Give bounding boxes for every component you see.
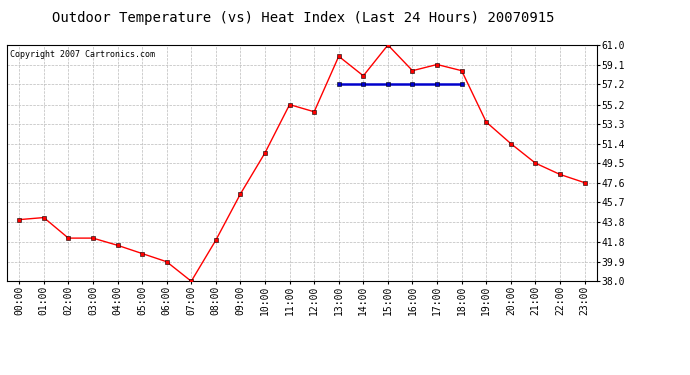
Text: Outdoor Temperature (vs) Heat Index (Last 24 Hours) 20070915: Outdoor Temperature (vs) Heat Index (Las… xyxy=(52,11,555,25)
Text: Copyright 2007 Cartronics.com: Copyright 2007 Cartronics.com xyxy=(10,50,155,59)
